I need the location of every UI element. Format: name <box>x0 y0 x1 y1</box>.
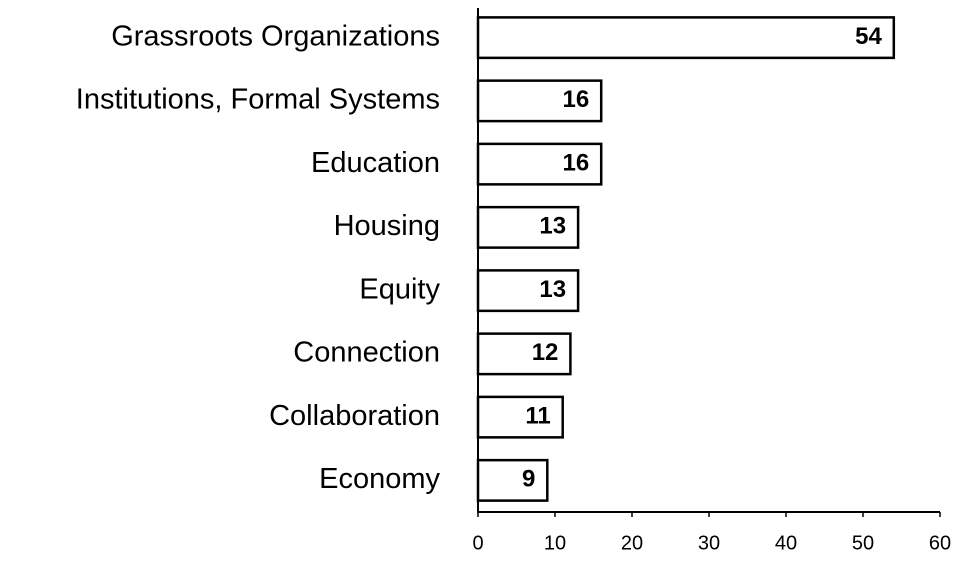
value-label: 9 <box>522 466 535 493</box>
x-tick-label: 30 <box>698 532 720 554</box>
y-tick-label: Education <box>311 147 440 179</box>
value-label: 13 <box>539 213 566 240</box>
value-label: 16 <box>562 86 589 113</box>
bar <box>476 79 603 123</box>
x-tick-label: 40 <box>775 532 797 554</box>
y-tick-label: Housing <box>334 210 440 242</box>
bar <box>476 142 603 186</box>
y-tick-label: Equity <box>359 273 440 305</box>
bar <box>476 395 564 439</box>
value-label: 16 <box>562 149 589 176</box>
y-tick-label: Collaboration <box>269 400 440 432</box>
value-label: 13 <box>539 276 566 303</box>
bar <box>476 16 896 60</box>
value-label: 12 <box>532 339 559 366</box>
value-label: 11 <box>525 402 550 429</box>
x-tick-label: 50 <box>852 532 874 554</box>
bar <box>476 332 572 376</box>
bar <box>476 205 580 249</box>
bar <box>476 269 580 313</box>
y-tick-label: Institutions, Formal Systems <box>76 84 440 116</box>
bar <box>476 458 549 502</box>
x-tick-label: 60 <box>929 532 951 554</box>
value-label: 54 <box>855 23 882 50</box>
x-tick-label: 10 <box>544 532 566 554</box>
x-tick-label: 20 <box>621 532 643 554</box>
y-tick-label: Economy <box>319 463 440 495</box>
y-tick-label: Grassroots Organizations <box>111 20 440 52</box>
y-tick-label: Connection <box>293 337 440 369</box>
x-tick-label: 0 <box>472 532 483 554</box>
